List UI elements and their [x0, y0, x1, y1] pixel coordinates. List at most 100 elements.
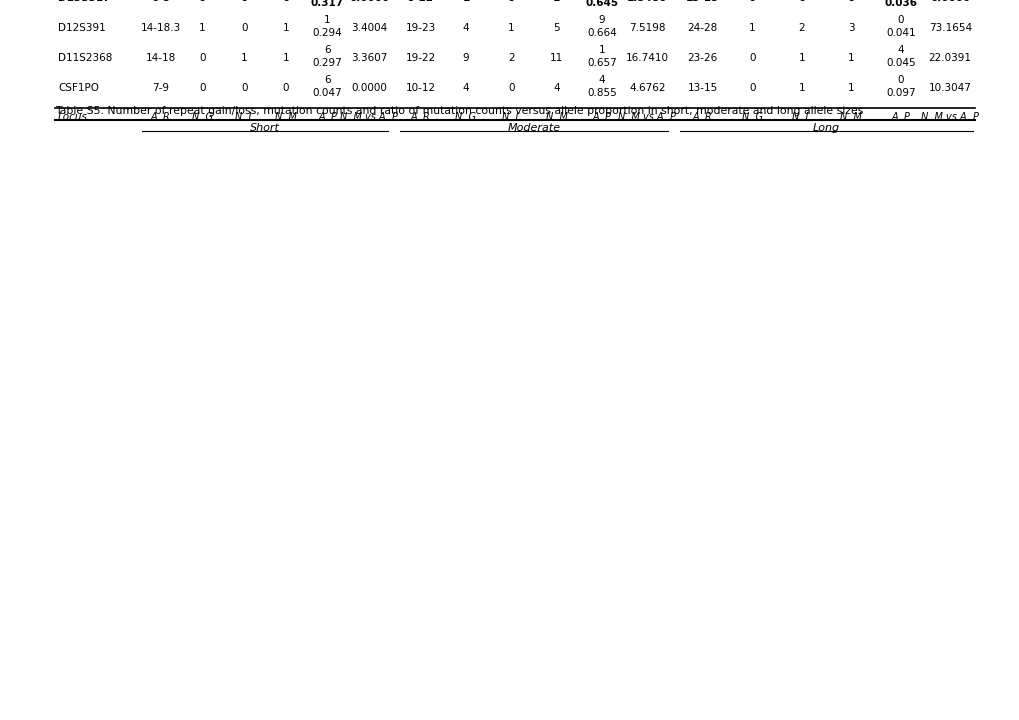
Text: 16.7410: 16.7410	[626, 53, 668, 63]
Text: 0: 0	[282, 0, 289, 3]
Text: CSF1PO: CSF1PO	[58, 83, 99, 93]
Text: 0.664: 0.664	[587, 28, 616, 38]
Text: 1: 1	[324, 15, 330, 25]
Text: 0.855: 0.855	[587, 88, 616, 98]
Text: 0: 0	[897, 75, 903, 85]
Text: 13-15: 13-15	[686, 0, 718, 3]
Text: N. G: N. G	[741, 112, 762, 122]
Text: 0.657: 0.657	[587, 58, 616, 68]
Text: 14-18.3: 14-18.3	[141, 23, 180, 33]
Text: Short: Short	[250, 123, 279, 133]
Text: 0.297: 0.297	[312, 58, 342, 68]
Text: 0: 0	[797, 0, 805, 3]
Text: 4: 4	[598, 75, 604, 85]
Text: N. L: N. L	[501, 112, 521, 122]
Text: 14-18: 14-18	[146, 53, 176, 63]
Text: N. M: N. M	[545, 112, 567, 122]
Text: 1: 1	[798, 53, 804, 63]
Text: 3: 3	[847, 23, 854, 33]
Text: 0: 0	[748, 53, 755, 63]
Text: 0: 0	[240, 83, 248, 93]
Text: 0.097: 0.097	[886, 88, 915, 98]
Text: Table S5. Number of repeat gain/loss, mutation counts and ratio of mutation coun: Table S5. Number of repeat gain/loss, mu…	[55, 106, 862, 116]
Text: N. M: N. M	[840, 112, 861, 122]
Text: 1: 1	[507, 23, 515, 33]
Text: Locus: Locus	[58, 112, 88, 122]
Text: N. M vs A. P: N. M vs A. P	[618, 112, 676, 122]
Text: 73.1654: 73.1654	[927, 23, 971, 33]
Text: 0.0000: 0.0000	[351, 83, 387, 93]
Text: 0.045: 0.045	[886, 58, 915, 68]
Text: Moderate: Moderate	[506, 123, 560, 133]
Text: 1: 1	[282, 23, 288, 33]
Text: 1.5486: 1.5486	[627, 0, 666, 3]
Text: 0: 0	[199, 53, 206, 63]
Text: 3.4004: 3.4004	[351, 23, 387, 33]
Text: 0: 0	[507, 0, 515, 3]
Text: N. L: N. L	[234, 112, 254, 122]
Text: 19-23: 19-23	[406, 23, 435, 33]
Text: 0: 0	[282, 83, 288, 93]
Text: 6-8: 6-8	[151, 0, 170, 3]
Text: A. P: A. P	[318, 112, 336, 122]
Text: N. M vs A. P: N. M vs A. P	[340, 112, 397, 122]
Text: Long: Long	[812, 123, 840, 133]
Text: 6: 6	[324, 75, 330, 85]
Text: 4.6762: 4.6762	[629, 83, 665, 93]
Text: 1: 1	[462, 0, 469, 3]
Text: 1: 1	[847, 83, 854, 93]
Text: 0.047: 0.047	[313, 88, 342, 98]
Text: 9: 9	[463, 53, 469, 63]
Text: 0.645: 0.645	[585, 0, 618, 8]
Text: 0.0000: 0.0000	[348, 0, 389, 3]
Text: 0: 0	[199, 83, 206, 93]
Text: 0: 0	[748, 83, 755, 93]
Text: 0.041: 0.041	[886, 28, 915, 38]
Text: 10-12: 10-12	[406, 83, 435, 93]
Text: 24-28: 24-28	[687, 23, 717, 33]
Text: D11S2368: D11S2368	[58, 53, 112, 63]
Text: 1: 1	[240, 53, 248, 63]
Text: N. G: N. G	[192, 112, 213, 122]
Text: 19-22: 19-22	[406, 53, 435, 63]
Text: 0: 0	[240, 23, 248, 33]
Text: 4: 4	[463, 23, 469, 33]
Text: 7-9: 7-9	[152, 83, 169, 93]
Text: 2: 2	[507, 53, 515, 63]
Text: 1: 1	[798, 83, 804, 93]
Text: 1: 1	[748, 23, 755, 33]
Text: 9: 9	[598, 15, 604, 25]
Text: 0.036: 0.036	[883, 0, 916, 8]
Text: 0.0000: 0.0000	[929, 0, 969, 3]
Text: 1: 1	[199, 23, 206, 33]
Text: 1: 1	[847, 53, 854, 63]
Text: 0.294: 0.294	[312, 28, 342, 38]
Text: D13S317: D13S317	[58, 0, 110, 3]
Text: N. L: N. L	[792, 112, 810, 122]
Text: 10.3047: 10.3047	[928, 83, 971, 93]
Text: 1: 1	[598, 45, 604, 55]
Text: 0: 0	[199, 0, 206, 3]
Text: D12S391: D12S391	[58, 23, 106, 33]
Text: A. P: A. P	[592, 112, 610, 122]
Text: 4: 4	[553, 83, 559, 93]
Text: 9-12: 9-12	[408, 0, 433, 3]
Text: A. P: A. P	[891, 112, 909, 122]
Text: 0: 0	[748, 0, 755, 3]
Text: N. M: N. M	[275, 112, 297, 122]
Text: 22.0391: 22.0391	[928, 53, 971, 63]
Text: N. M vs A. P: N. M vs A. P	[920, 112, 978, 122]
Text: 5: 5	[553, 23, 559, 33]
Text: 0: 0	[897, 15, 903, 25]
Text: 4: 4	[897, 45, 903, 55]
Text: A. R: A. R	[692, 112, 712, 122]
Text: 4: 4	[463, 83, 469, 93]
Text: A. R: A. R	[151, 112, 170, 122]
Text: 1: 1	[282, 53, 288, 63]
Text: 13-15: 13-15	[687, 83, 717, 93]
Text: 0.317: 0.317	[311, 0, 343, 8]
Text: 0: 0	[240, 0, 248, 3]
Text: 2: 2	[798, 23, 804, 33]
Text: 0: 0	[847, 0, 854, 3]
Text: N. G: N. G	[455, 112, 476, 122]
